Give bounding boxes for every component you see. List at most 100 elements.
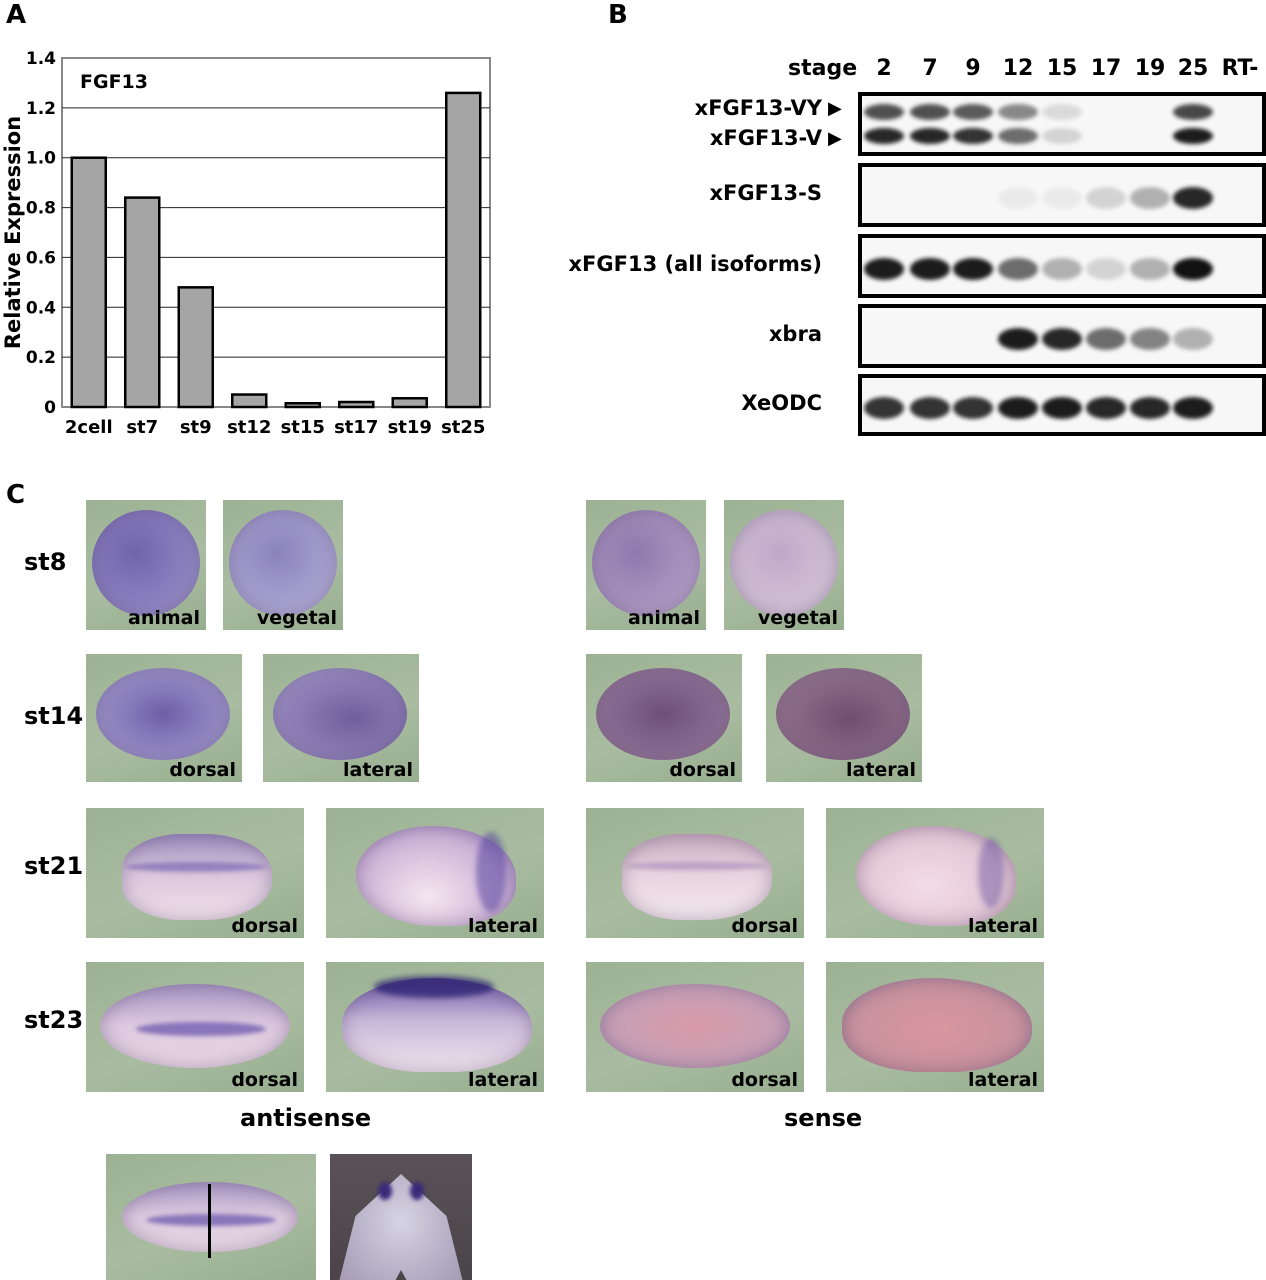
gel-band: [998, 128, 1038, 144]
y-tick-label: 1.4: [26, 49, 56, 69]
y-tick-label: 1.0: [26, 149, 56, 169]
embryo-photo: lateral: [826, 808, 1044, 938]
y-tick-label: 0: [44, 398, 56, 418]
embryo-photo: dorsal: [586, 962, 804, 1092]
embryo-photo: dorsal: [586, 654, 742, 782]
gel-band: [1042, 128, 1082, 144]
stain-spot: [378, 1182, 392, 1200]
embryo-photo: dorsal: [86, 808, 304, 938]
bar: [391, 397, 428, 409]
bar: [231, 393, 268, 409]
gel-band: [1130, 328, 1170, 350]
embryo-photo: animal: [586, 500, 706, 630]
gel-stage-number: RT-: [1221, 56, 1259, 81]
gel-band: [1042, 397, 1082, 419]
gel-band: [910, 104, 950, 120]
chart-title: FGF13: [80, 71, 148, 93]
gel-band: [1173, 104, 1213, 120]
bar: [284, 402, 321, 409]
band-arrow-icon: ▶: [828, 128, 842, 149]
gel-row-label: xFGF13-S: [709, 181, 822, 205]
gel-box: [858, 163, 1266, 227]
view-label: animal: [628, 607, 700, 629]
x-tick-label: st12: [227, 417, 271, 438]
gel-stage-number: 25: [1177, 56, 1209, 81]
view-label: dorsal: [731, 1069, 798, 1091]
gel-band: [864, 258, 904, 280]
embryo-image: [842, 978, 1032, 1072]
embryo-photo: dorsal: [586, 808, 804, 938]
view-label: dorsal: [669, 759, 736, 781]
gel-stage-number: 7: [922, 56, 938, 81]
embryo-image: [122, 834, 272, 920]
section-line: [208, 1184, 211, 1258]
view-label: animal: [128, 607, 200, 629]
gel-box: [858, 374, 1266, 436]
stain-region: [146, 1214, 276, 1226]
gel-band: [998, 328, 1038, 350]
antisense-label: antisense: [240, 1104, 372, 1132]
gel-band: [910, 128, 950, 144]
embryo-image: [856, 826, 1016, 926]
gel-band: [953, 104, 993, 120]
stain-region: [978, 838, 1004, 908]
gel-stage-number: 2: [876, 56, 892, 81]
y-tick-label: 0.6: [26, 248, 56, 268]
view-label: vegetal: [256, 607, 337, 629]
x-tick-label: st17: [334, 417, 378, 438]
embryo-image: [730, 510, 838, 616]
gel-band: [1042, 258, 1082, 280]
gel-band: [1173, 258, 1213, 280]
embryo-image: [776, 668, 910, 760]
gel-band: [1173, 187, 1213, 209]
y-axis-label: Relative Expression: [1, 116, 25, 349]
embryo-photo: [106, 1154, 316, 1280]
x-tick-label: st7: [126, 417, 158, 438]
panel-letter-b: B: [608, 0, 628, 30]
gel-stage-number: 15: [1046, 56, 1078, 81]
gel-band: [1086, 187, 1126, 209]
embryo-photo: lateral: [326, 962, 544, 1092]
gel-band: [910, 397, 950, 419]
gel-band: [1130, 397, 1170, 419]
gel-band: [1086, 397, 1126, 419]
gel-box: [858, 234, 1266, 298]
y-tick-label: 1.2: [26, 99, 56, 119]
view-label: vegetal: [757, 607, 838, 629]
gel-band: [953, 397, 993, 419]
view-label: lateral: [845, 759, 916, 781]
embryo-image: [596, 668, 730, 760]
gel-band: [998, 397, 1038, 419]
stain-region: [374, 976, 494, 998]
gel-stage-number: 9: [965, 56, 981, 81]
bar: [70, 156, 107, 409]
x-tick-label: st15: [281, 417, 325, 438]
gel-band: [1086, 258, 1126, 280]
stain-region: [136, 1022, 266, 1036]
embryo-photo: dorsal: [86, 654, 242, 782]
x-tick-label: st19: [388, 417, 432, 438]
sense-label: sense: [784, 1104, 863, 1132]
gel-stage-number: 19: [1134, 56, 1166, 81]
x-tick-label: st25: [441, 417, 485, 438]
gel-band: [1042, 187, 1082, 209]
embryo-image: [92, 510, 200, 616]
gel-stage-number: 12: [1002, 56, 1034, 81]
embryo-image: [96, 668, 230, 760]
view-label: lateral: [467, 915, 538, 937]
view-label: dorsal: [731, 915, 798, 937]
gel-band: [953, 128, 993, 144]
x-tick-label: 2cell: [65, 417, 113, 438]
y-tick-label: 0.8: [26, 199, 56, 219]
stain-region: [476, 832, 506, 912]
gel-band: [998, 187, 1038, 209]
gel-band: [864, 128, 904, 144]
bar: [338, 400, 375, 409]
bar: [177, 286, 214, 409]
y-tick-label: 0.4: [26, 298, 56, 318]
stage-label: st21: [24, 852, 84, 880]
gel-band: [1130, 187, 1170, 209]
embryo-photo: vegetal: [724, 500, 844, 630]
gel-row-label: xFGF13-V: [709, 126, 822, 150]
gel-band: [998, 258, 1038, 280]
